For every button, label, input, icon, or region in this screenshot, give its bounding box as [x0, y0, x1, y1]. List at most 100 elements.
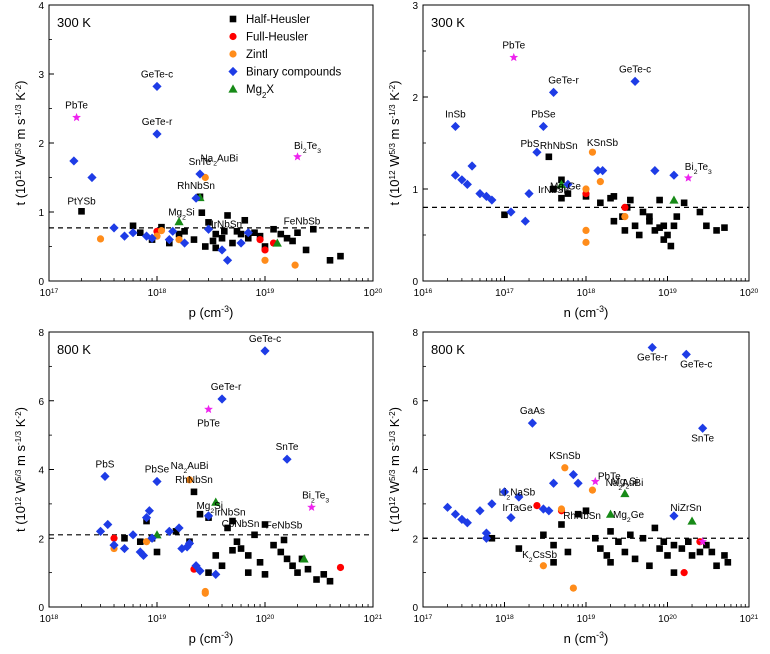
y-tick-label: 0 [412, 603, 418, 614]
half-heusler-point [703, 222, 710, 230]
y-tick-label: 3 [412, 1, 418, 12]
half-heusler-point [326, 257, 334, 264]
half-heusler-point [646, 217, 653, 225]
half-heusler-point [603, 552, 611, 559]
binary-point [195, 566, 205, 576]
binary-point [69, 156, 79, 166]
compound-label: NiZrSn [670, 503, 701, 514]
half-heusler-point [261, 521, 269, 528]
compound-label: SnTe [276, 442, 299, 453]
binary-point [457, 175, 467, 185]
half-heusler-point [635, 231, 643, 239]
legend-label: Half-Heusler [246, 14, 310, 26]
panel-4: 1017 1018 1019 1020 1021 0 2 4 6 8 GeTe-r GeTe-c GaA… [387, 328, 759, 646]
legend: Half-Heusler Full-Heusler Zintl Binary comp… [228, 14, 341, 100]
half-heusler-point [721, 224, 728, 231]
x-tick-label: 1016 [414, 288, 433, 300]
compound-label: PbTe [197, 418, 220, 429]
half-heusler-point [198, 209, 206, 216]
y-tick-label: 8 [412, 328, 418, 339]
mg2x-point [669, 195, 679, 204]
half-heusler-point [237, 545, 245, 552]
half-heusler-point [326, 577, 334, 585]
binary-point [103, 519, 113, 530]
half-heusler-point [244, 569, 252, 576]
half-heusler-point [597, 545, 604, 552]
half-heusler-point [696, 208, 704, 216]
compound-label: IrNbSn [214, 507, 245, 518]
zintl-point [588, 148, 597, 156]
half-heusler-point [545, 153, 553, 161]
compound-label: IrTaGe [502, 503, 532, 514]
x-tick-label: 1020 [740, 288, 759, 300]
binary-point [462, 179, 472, 189]
binary-point [487, 195, 497, 205]
mg2x-point [687, 516, 697, 525]
half-heusler-point [664, 552, 671, 559]
zintl-point [291, 261, 299, 269]
compound-label: Mg2Si [196, 501, 223, 515]
half-heusler-point [251, 229, 258, 236]
compound-label: IrNbSn [538, 185, 569, 196]
mg2x-point [556, 179, 567, 188]
half-heusler-point [289, 562, 296, 570]
half-heusler-point [631, 222, 639, 230]
panel-temperature-title: 800 K [431, 342, 465, 357]
half-heusler-point [229, 239, 236, 247]
half-heusler-point [289, 237, 296, 245]
binary-point [538, 504, 548, 514]
zintl-point [185, 476, 194, 484]
half-heusler-point [550, 185, 557, 193]
binary-point [87, 172, 97, 183]
half-heusler-point [591, 534, 599, 542]
binary-point [548, 478, 559, 488]
binary-point [475, 506, 485, 516]
half-heusler-point [540, 531, 547, 539]
half-heusler-point [121, 534, 128, 542]
half-heusler-point [261, 571, 269, 578]
binary-point [669, 170, 679, 180]
half-heusler-point [205, 569, 212, 576]
zintl-point [582, 238, 590, 246]
y-tick-label: 2 [412, 534, 418, 545]
binary-point [95, 526, 106, 536]
binary-point [152, 476, 162, 487]
x-tick-label: 1019 [577, 614, 596, 626]
y-tick-label: 2 [412, 93, 418, 104]
binary-point [499, 487, 510, 497]
y-tick-label: 1 [38, 208, 44, 219]
half-heusler-point [224, 212, 231, 219]
compound-label: Na2AuBi [171, 461, 209, 475]
compound-label: KSnSb [587, 138, 619, 149]
half-heusler-point [283, 234, 291, 242]
compound-label: GeTe-c [619, 64, 651, 75]
half-heusler-point [244, 234, 252, 242]
binary-point [109, 540, 119, 550]
binary-point [282, 454, 292, 464]
x-tick-label: 1019 [148, 614, 167, 626]
full-heusler-point [261, 246, 269, 254]
half-heusler-point [233, 538, 241, 545]
half-heusler-point [244, 552, 252, 559]
half-heusler-point [621, 227, 629, 234]
compound-label: GaAs [520, 406, 545, 417]
binary-point [487, 499, 497, 509]
binary-point [650, 166, 660, 176]
panel-temperature-title: 800 K [57, 342, 91, 357]
binary-point [147, 533, 157, 543]
half-heusler-point [610, 217, 618, 225]
half-heusler-point [304, 565, 312, 573]
half-heusler-point [212, 230, 220, 238]
binary-point [195, 169, 205, 179]
mg2x-point [620, 488, 630, 498]
mg2x-point [211, 497, 221, 506]
x-tick-label: 1018 [577, 288, 596, 300]
half-heusler-point [550, 541, 557, 549]
half-heusler-point [713, 227, 720, 234]
x-tick-label: 1020 [256, 614, 275, 626]
binary-point [481, 533, 492, 543]
compound-label: K2CsSb [522, 550, 557, 564]
compound-label: FeNbSb [284, 216, 321, 227]
y-tick-label: 0 [38, 277, 44, 288]
half-heusler-point [78, 208, 85, 215]
